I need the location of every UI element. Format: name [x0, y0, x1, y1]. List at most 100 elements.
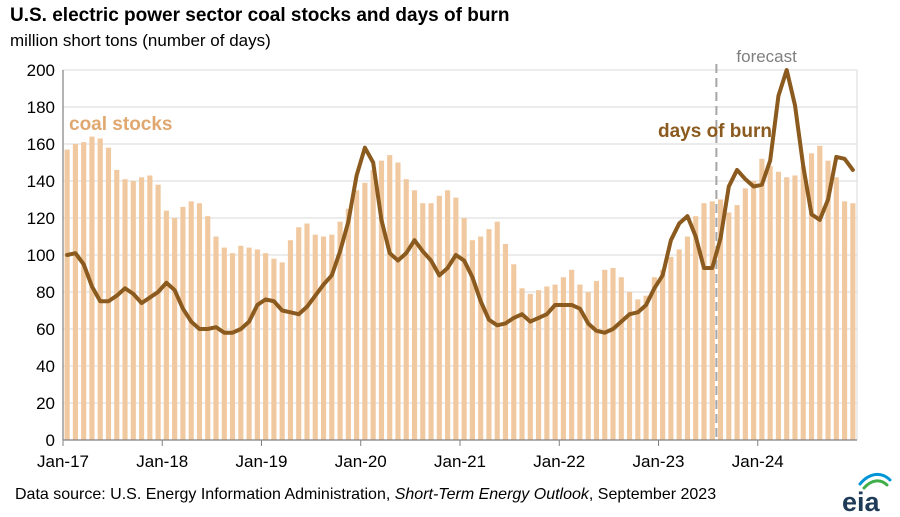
y-tick-label: 100	[27, 246, 55, 265]
coal-stocks-bar	[403, 179, 409, 440]
x-tick-label: Jan-24	[732, 452, 784, 471]
coal-stocks-bar	[354, 190, 360, 440]
x-axis-tick-labels: Jan-17 Jan-18 Jan-19 Jan-20 Jan-21 Jan-22 Jan-…	[37, 440, 784, 471]
coal-stocks-bar	[378, 160, 384, 440]
coal-stocks-bar	[684, 236, 691, 440]
days-of-burn-line	[65, 68, 855, 335]
coal-stocks-bar	[279, 262, 285, 440]
coal-stocks-series-label: coal stocks	[69, 114, 173, 135]
y-tick-label: 40	[36, 357, 55, 376]
coal-stocks-bar	[593, 280, 600, 440]
coal-stocks-bar	[296, 227, 302, 440]
x-tick-label: Jan-20	[335, 452, 387, 471]
coal-stocks-bar	[387, 155, 393, 440]
coal-stocks-bar	[345, 208, 351, 440]
coal-stocks-bar	[172, 218, 178, 440]
coal-stocks-bar	[469, 240, 475, 440]
coal-stocks-bar	[213, 236, 219, 440]
coal-stocks-bar	[420, 203, 426, 440]
coal-stocks-bar	[536, 290, 542, 440]
coal-stocks-bar	[502, 243, 509, 440]
x-tick-label: Jan-17	[37, 452, 89, 471]
coal-stocks-bar	[610, 267, 616, 440]
coal-stocks-bar	[337, 221, 343, 440]
coal-stocks-bar	[271, 258, 277, 440]
coal-stocks-bar	[130, 181, 136, 440]
coal-stocks-bar	[304, 223, 310, 440]
coal-stocks-bar	[527, 293, 533, 440]
y-tick-label: 120	[27, 209, 55, 228]
y-tick-label: 0	[46, 431, 55, 450]
coal-stocks-bar	[97, 138, 103, 440]
coal-stocks-bar	[751, 181, 757, 440]
coal-stocks-bar	[196, 203, 203, 440]
coal-stocks-bar	[147, 175, 153, 440]
coal-stocks-bar	[254, 249, 260, 440]
chart-subtitle: million short tons (number of days)	[10, 31, 271, 50]
coal-stocks-bar	[585, 292, 591, 440]
coal-stocks-bar	[833, 177, 839, 441]
coal-stocks-bar	[643, 295, 649, 440]
coal-stocks-bar	[734, 205, 740, 440]
coal-stocks-bar	[825, 160, 831, 440]
coal-stocks-bar	[229, 253, 236, 440]
coal-stocks-bar	[320, 236, 327, 440]
y-tick-label: 180	[27, 98, 55, 117]
coal-stocks-bar	[180, 206, 186, 440]
eia-logo: eia	[842, 473, 892, 514]
y-tick-label: 80	[36, 283, 55, 302]
coal-stocks-bar	[560, 277, 566, 440]
coal-stocks-bar	[428, 203, 434, 440]
coal-stocks-bar	[122, 179, 128, 440]
coal-stocks-bar	[842, 201, 848, 440]
y-axis-tick-labels: 0 20 40 60 80 100 120 140 160 180 200	[27, 61, 55, 450]
coal-stocks-bar	[602, 269, 608, 440]
coal-stocks-bar	[800, 166, 806, 440]
y-tick-label: 60	[36, 320, 55, 339]
source-prefix: Data source: U.S. Energy Information Adm…	[15, 486, 391, 503]
coal-stocks-bar	[81, 142, 87, 440]
coal-stocks-bar	[668, 256, 674, 440]
coal-stocks-bar	[808, 153, 815, 440]
x-tick-label: Jan-22	[533, 452, 585, 471]
coal-stocks-bar	[114, 169, 120, 440]
coal-stocks-bar	[817, 145, 823, 440]
chart-title: U.S. electric power sector coal stocks a…	[10, 5, 510, 26]
coal-stocks-bar	[618, 277, 624, 440]
coal-stocks-bar	[478, 236, 484, 440]
coal-stocks-bar	[660, 269, 666, 440]
coal-stocks-bar	[544, 286, 550, 440]
coal-stocks-bar	[395, 162, 401, 440]
coal-stocks-bar	[287, 240, 294, 440]
coal-stocks-bar	[552, 284, 558, 440]
x-tick-label: Jan-23	[633, 452, 685, 471]
days-of-burn-series-label: days of burn	[658, 121, 772, 142]
x-tick-label: Jan-18	[136, 452, 188, 471]
y-tick-label: 200	[27, 61, 55, 80]
coal-stocks-bar	[263, 253, 269, 440]
source-publication: Short-Term Energy Outlook	[394, 486, 589, 503]
coal-stocks-bar	[635, 299, 641, 440]
coal-stocks-bar	[461, 218, 467, 440]
coal-stocks-bar	[64, 149, 70, 441]
coal-stocks-bar	[784, 177, 790, 441]
coal-stocks-bar	[494, 221, 500, 440]
coal-stocks-bar	[626, 292, 633, 440]
coal-stocks-bar	[238, 245, 244, 440]
coal-stocks-bar	[693, 216, 699, 440]
coal-stocks-bar	[577, 284, 583, 440]
coal-stocks-bar	[511, 264, 517, 440]
coal-stocks-bar	[329, 234, 335, 440]
coal-stocks-bar	[792, 175, 798, 440]
coal-stocks-bar	[709, 201, 715, 440]
coal-stocks-bar	[312, 234, 318, 440]
coal-stocks-bar	[155, 184, 161, 440]
gridlines	[63, 69, 858, 440]
source-suffix: , September 2023	[588, 486, 717, 503]
x-tick-label: Jan-19	[236, 452, 288, 471]
forecast-label: forecast	[736, 47, 797, 66]
coal-stocks-bar	[742, 188, 748, 440]
coal-stocks-bar	[519, 288, 525, 440]
x-tick-label: Jan-21	[434, 452, 486, 471]
coal-stocks-bar	[139, 177, 145, 441]
